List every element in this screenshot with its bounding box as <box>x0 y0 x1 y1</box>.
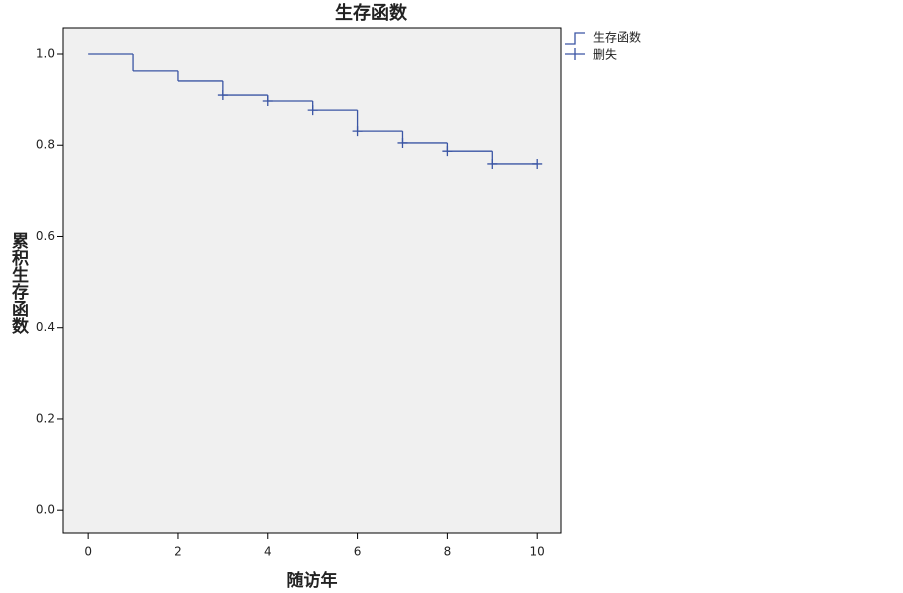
y-tick-label: 1.0 <box>36 47 55 61</box>
y-tick-label: 0.6 <box>36 229 55 243</box>
censor-mark <box>262 95 273 106</box>
chart-title: 生存函数 <box>335 2 408 24</box>
x-tick-label: 0 <box>84 545 92 559</box>
x-axis-title: 随访年 <box>287 570 338 591</box>
censor-mark <box>352 126 363 137</box>
censor-mark <box>307 105 318 116</box>
y-tick-label: 0.4 <box>36 320 55 334</box>
legend-label: 生存函数 <box>593 30 641 45</box>
y-tick-label: 0.0 <box>36 503 55 517</box>
plot-area <box>62 27 562 534</box>
legend-label: 删失 <box>593 47 617 62</box>
y-axis-title: 累积生存函数 <box>8 232 29 335</box>
y-tick-label: 0.2 <box>36 411 55 425</box>
censor-mark <box>487 158 498 169</box>
y-tick-label: 0.8 <box>36 138 55 152</box>
censor-mark <box>217 90 228 101</box>
legend-censor-icon <box>565 48 585 60</box>
x-tick-label: 6 <box>354 545 362 559</box>
x-tick-label: 2 <box>174 545 182 559</box>
x-tick-label: 8 <box>444 545 452 559</box>
x-tick-label: 10 <box>530 545 545 559</box>
censor-mark <box>532 158 543 169</box>
censor-mark <box>442 146 453 157</box>
x-tick-label: 4 <box>264 545 272 559</box>
legend-step-icon <box>565 32 585 45</box>
censor-mark <box>397 137 408 148</box>
